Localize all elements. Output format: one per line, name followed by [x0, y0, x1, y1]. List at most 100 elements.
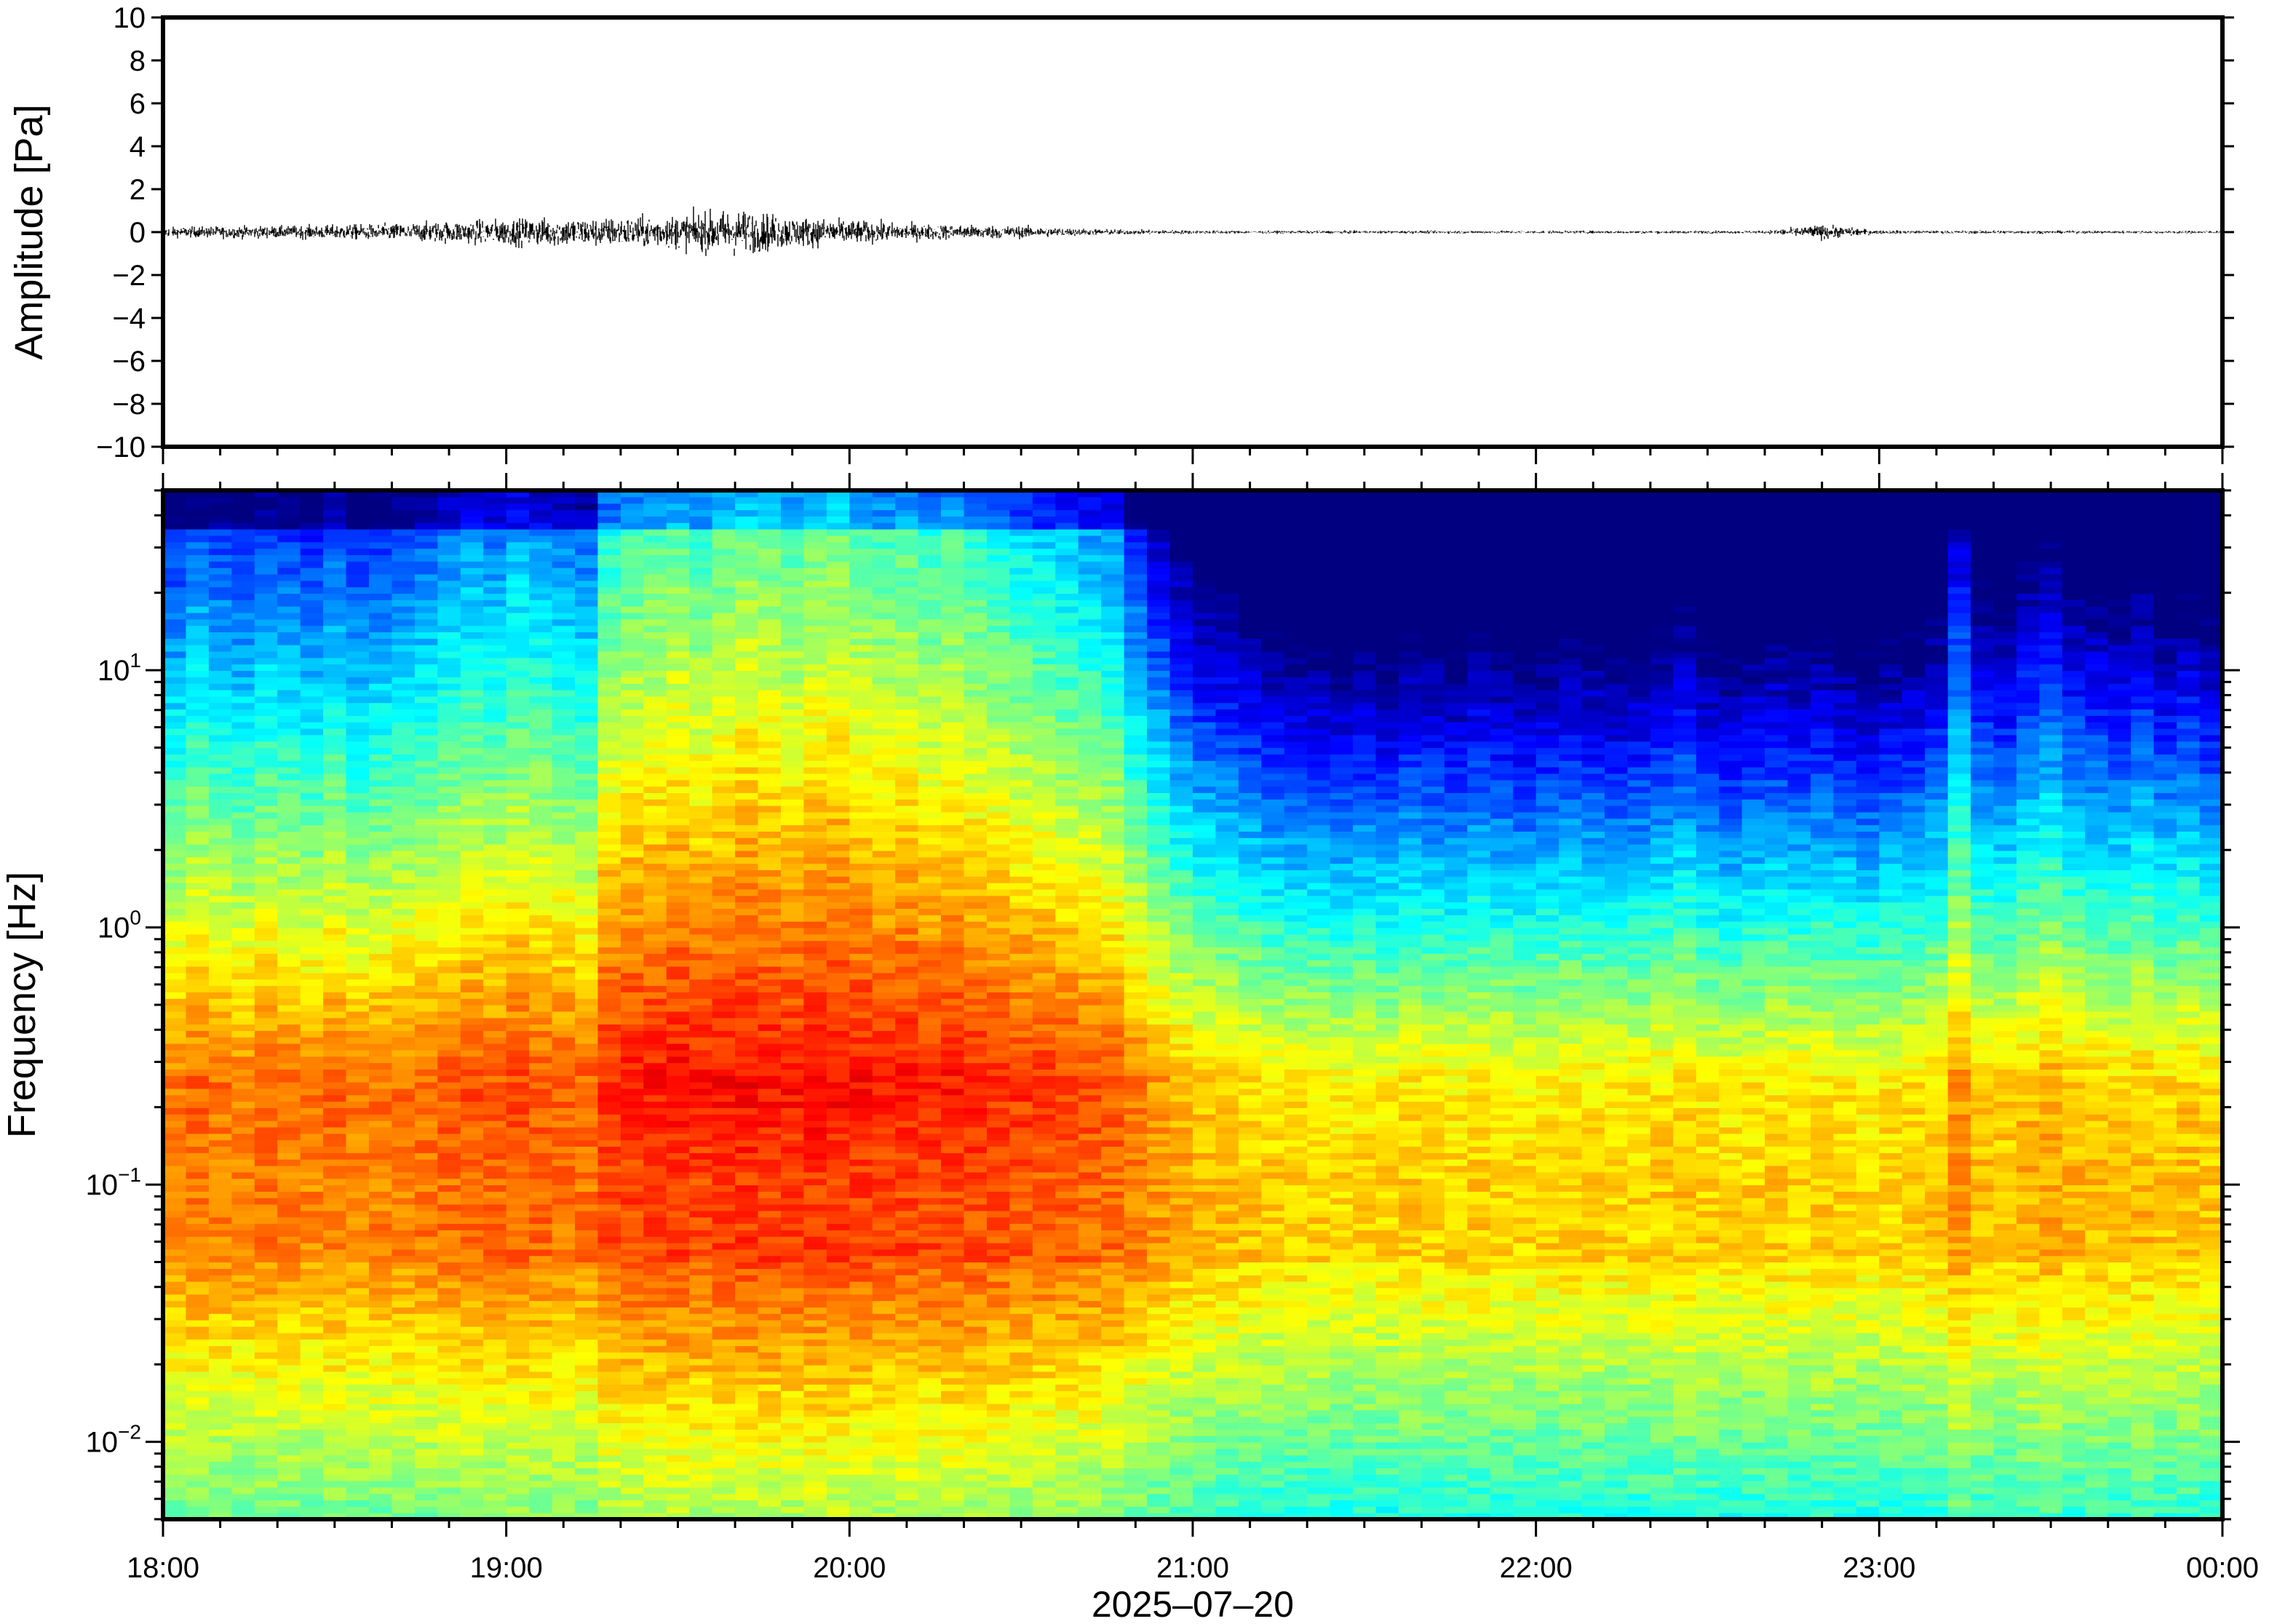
spectrogram-cell — [163, 1474, 187, 1481]
spectrogram-cell — [781, 767, 805, 774]
spectrogram-cell — [735, 1191, 759, 1198]
spectrogram-cell — [689, 625, 713, 633]
spectrogram-cell — [346, 1094, 370, 1102]
spectrogram-cell — [643, 947, 667, 954]
spectrogram-cell — [277, 760, 301, 768]
spectrogram-cell — [666, 548, 690, 555]
spectrogram-cell — [323, 947, 347, 954]
spectrogram-cell — [826, 940, 850, 948]
spectrogram-cell — [186, 541, 210, 549]
spectrogram-cell — [483, 586, 507, 594]
spectrogram-cell — [254, 953, 278, 960]
spectrogram-cell — [552, 715, 576, 723]
spectrogram-cell — [620, 1191, 644, 1198]
spectrogram-cell — [666, 728, 690, 736]
spectrogram-cell — [254, 1094, 278, 1102]
spectrogram-cell — [597, 1236, 621, 1243]
spectrogram-cell — [666, 1358, 690, 1366]
spectrogram-cell — [712, 1339, 736, 1346]
spectrogram-cell — [208, 760, 232, 768]
spectrogram-cell — [254, 516, 278, 523]
spectrogram-cell — [300, 883, 324, 890]
spectrogram-cell — [483, 677, 507, 684]
spectrogram-cell — [826, 600, 850, 607]
spectrogram-cell — [300, 522, 324, 530]
spectrogram-cell — [231, 1409, 255, 1417]
spectrogram-cell — [483, 593, 507, 600]
spectrogram-cell — [575, 573, 599, 581]
spectrogram-cell — [666, 1480, 690, 1488]
spectrogram-cell — [369, 850, 393, 858]
spectrogram-cell — [300, 1159, 324, 1166]
spectrogram-cell — [552, 1107, 576, 1115]
spectrogram-cell — [620, 1275, 644, 1282]
spectrogram-cell — [392, 799, 416, 806]
spectrogram-cell — [575, 1371, 599, 1379]
spectrogram-cell — [460, 1133, 484, 1141]
spectrogram-cell — [254, 741, 278, 749]
spectrogram-cell — [758, 1493, 782, 1501]
spectrogram-cell — [666, 683, 690, 690]
spectrogram-cell — [186, 1287, 210, 1295]
spectrogram-cell — [552, 811, 576, 819]
spectrogram-cell — [826, 1165, 850, 1173]
spectrogram-cell — [552, 901, 576, 909]
spectrogram-cell — [231, 1429, 255, 1436]
spectrogram-cell — [392, 1011, 416, 1019]
spectrogram-cell — [781, 1332, 805, 1340]
spectrogram-cell — [597, 645, 621, 652]
spectrogram-cell — [254, 1294, 278, 1302]
spectrogram-cell — [666, 1249, 690, 1257]
spectrogram-cell — [849, 1448, 873, 1456]
spectrogram-cell — [529, 1049, 553, 1057]
spectrogram-cell — [758, 831, 782, 838]
spectrogram-cell — [186, 1126, 210, 1134]
spectrogram-cell — [803, 1500, 827, 1507]
spectrogram-cell — [208, 1268, 232, 1275]
spectrogram-cell — [460, 650, 484, 658]
spectrogram-cell — [163, 901, 187, 909]
spectrogram-cell — [460, 869, 484, 877]
spectrogram-cell — [254, 1191, 278, 1198]
spectrogram-cell — [208, 1377, 232, 1385]
spectrogram-cell — [483, 1153, 507, 1160]
spectrogram-cell — [277, 1287, 301, 1295]
spectrogram-cell — [483, 869, 507, 877]
spectrogram-cell — [208, 1300, 232, 1307]
spectrogram-cell — [849, 837, 873, 845]
spectrogram-cell — [163, 1101, 187, 1108]
spectrogram-cell — [826, 1185, 850, 1192]
spectrogram-cell — [689, 837, 713, 845]
spectrogram-cell — [735, 568, 759, 575]
spectrogram-cell — [758, 895, 782, 903]
spectrogram-cell — [323, 915, 347, 922]
spectrogram-cell — [277, 709, 301, 716]
spectrogram-cell — [781, 1107, 805, 1115]
spectrogram-cell — [758, 1436, 782, 1443]
spectrogram-cell — [712, 612, 736, 620]
spectrogram-cell — [758, 1049, 782, 1057]
spectrogram-cell — [826, 1493, 850, 1501]
spectrogram-cell — [460, 1069, 484, 1076]
spectrogram-cell — [781, 921, 805, 928]
spectrogram-cell — [300, 953, 324, 960]
spectrogram-cell — [483, 1011, 507, 1019]
spectrogram-cell — [186, 1107, 210, 1115]
spectrogram-cell — [392, 1230, 416, 1237]
spectrogram-cell — [758, 1377, 782, 1385]
spectrogram-cell — [437, 1107, 461, 1115]
spectrogram-cell — [300, 1339, 324, 1346]
spectrogram-cell — [414, 972, 438, 980]
spectrogram-cell — [300, 1332, 324, 1340]
spectrogram-cell — [208, 1384, 232, 1391]
spectrogram-cell — [300, 722, 324, 729]
spectrogram-cell — [803, 1294, 827, 1302]
spectrogram-cell — [369, 1268, 393, 1275]
spectrogram-cell — [620, 831, 644, 838]
spectrogram-cell — [643, 1133, 667, 1141]
spectrogram-cell — [392, 734, 416, 742]
spectrogram-cell — [346, 1017, 370, 1025]
spectrogram-cell — [277, 580, 301, 588]
spectrogram-cell — [826, 1468, 850, 1475]
